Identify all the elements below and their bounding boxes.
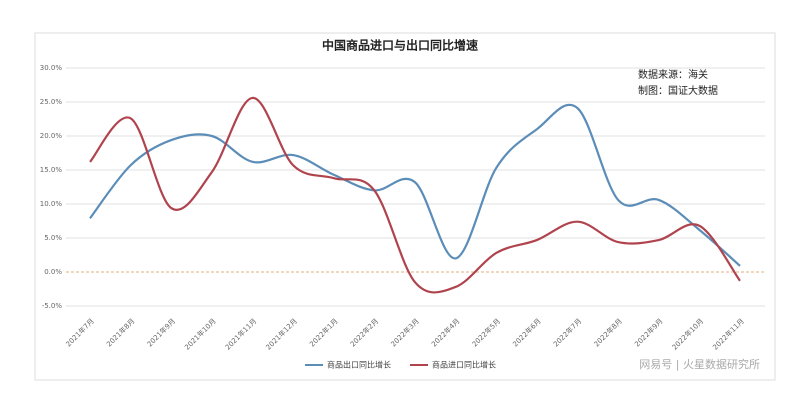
y-tick-label: 15.0% bbox=[40, 166, 63, 174]
y-tick-label: -5.0% bbox=[42, 302, 63, 310]
chart-frame bbox=[34, 32, 776, 381]
annotation: 数据来源：海关 bbox=[638, 68, 708, 81]
y-tick-label: 10.0% bbox=[40, 200, 63, 208]
legend-label: 商品进口同比增长 bbox=[432, 360, 496, 370]
y-tick-label: 20.0% bbox=[40, 132, 63, 140]
annotation: 制图：国证大数据 bbox=[638, 84, 718, 97]
chart-title: 中国商品进口与出口同比增速 bbox=[322, 38, 478, 53]
series-line bbox=[89, 96, 741, 294]
y-tick-label: 0.0% bbox=[44, 268, 62, 276]
y-tick-label: 5.0% bbox=[44, 234, 62, 242]
series-line bbox=[89, 103, 741, 267]
watermark: 网易号 | 火星数据研究所 bbox=[639, 357, 760, 371]
y-tick-label: 25.0% bbox=[40, 98, 63, 106]
y-tick-label: 30.0% bbox=[40, 64, 63, 72]
legend-label: 商品出口同比增长 bbox=[327, 360, 391, 370]
